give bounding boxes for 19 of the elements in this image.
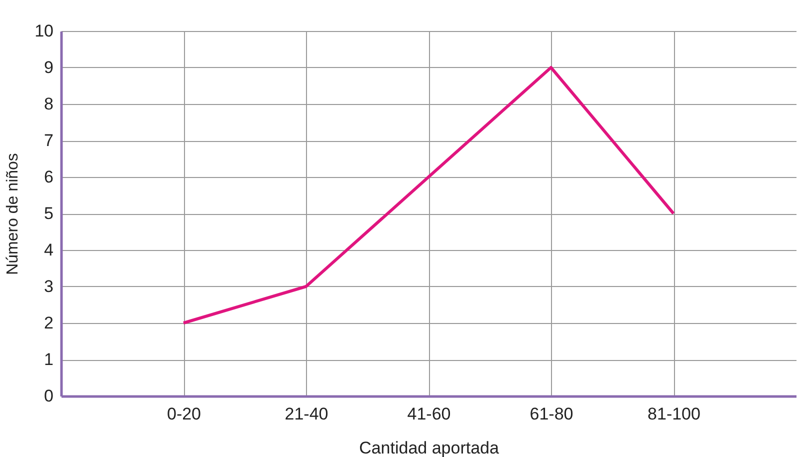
y-tick-label: 0: [44, 386, 54, 406]
x-tick-label: 41-60: [407, 404, 451, 424]
y-tick-label: 8: [44, 94, 54, 114]
line-series: [182, 66, 675, 324]
x-tick-label: 0-20: [166, 404, 202, 424]
x-tick-label: 81-100: [648, 404, 700, 424]
y-tick-label: 7: [44, 131, 54, 150]
y-tick-label: 6: [44, 168, 54, 186]
x-tick-label: 21-40: [284, 404, 328, 424]
y-tick-label: 10: [34, 22, 54, 40]
y-axis-title: Número de niños: [4, 153, 22, 275]
x-axis-title: Cantidad aportada: [359, 438, 500, 457]
y-tick-label: 1: [44, 350, 54, 369]
y-tick-label: 3: [44, 277, 54, 296]
y-tick-label: 9: [44, 58, 54, 77]
y-tick-label: 5: [44, 204, 54, 223]
y-tick-label: 2: [44, 314, 54, 332]
y-tick-label: 4: [44, 240, 54, 260]
x-tick-label: 61-80: [530, 404, 574, 424]
